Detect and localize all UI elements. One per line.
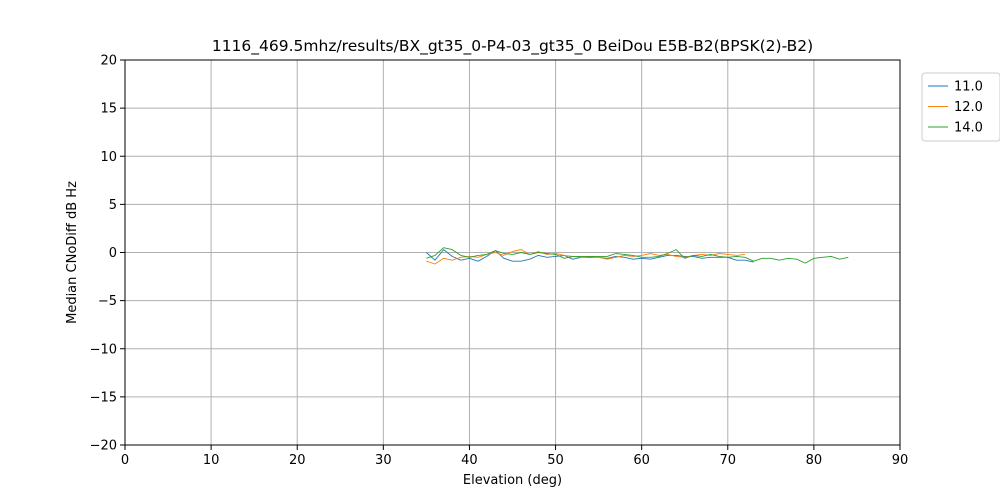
series-layer bbox=[426, 247, 849, 265]
y-tick-label: 5 bbox=[109, 198, 117, 213]
x-tick-label: 20 bbox=[289, 453, 306, 468]
y-tick-label: 0 bbox=[109, 246, 117, 261]
legend-label: 11.0 bbox=[954, 80, 983, 95]
tick-layer: 0 10 20 30 40 50 60 70 80 90 −20 −15 −10 −5 0 5 10 15 20 bbox=[90, 54, 909, 469]
x-tick-label: 90 bbox=[892, 453, 909, 468]
series-line-14-0 bbox=[426, 247, 849, 264]
x-tick-label: 0 bbox=[121, 453, 129, 468]
x-tick-label: 10 bbox=[203, 453, 220, 468]
x-tick-label: 40 bbox=[461, 453, 478, 468]
y-tick-label: −15 bbox=[90, 390, 117, 405]
legend-frame bbox=[921, 72, 1000, 142]
x-tick-label: 60 bbox=[633, 453, 650, 468]
series-line-11-0 bbox=[426, 249, 754, 263]
y-tick-label: 15 bbox=[100, 102, 117, 117]
y-tick-label: 20 bbox=[100, 54, 117, 69]
legend-label: 12.0 bbox=[954, 100, 983, 115]
x-axis-label: Elevation (deg) bbox=[463, 473, 562, 488]
y-tick-label: 10 bbox=[100, 150, 117, 165]
x-tick-label: 30 bbox=[375, 453, 392, 468]
y-tick-label: −10 bbox=[90, 342, 117, 357]
y-tick-label: −20 bbox=[90, 439, 117, 454]
legend-label: 14.0 bbox=[954, 121, 983, 136]
chart-title: 1116_469.5mhz/results/BX_gt35_0-P4-03_gt… bbox=[212, 37, 813, 56]
legend: 11.0 12.0 14.0 bbox=[921, 72, 1000, 142]
x-tick-label: 80 bbox=[806, 453, 823, 468]
x-tick-label: 70 bbox=[720, 453, 737, 468]
y-tick-label: −5 bbox=[98, 294, 117, 309]
x-tick-label: 50 bbox=[547, 453, 564, 468]
y-axis-label: Median CNoDiff dB Hz bbox=[65, 181, 80, 324]
